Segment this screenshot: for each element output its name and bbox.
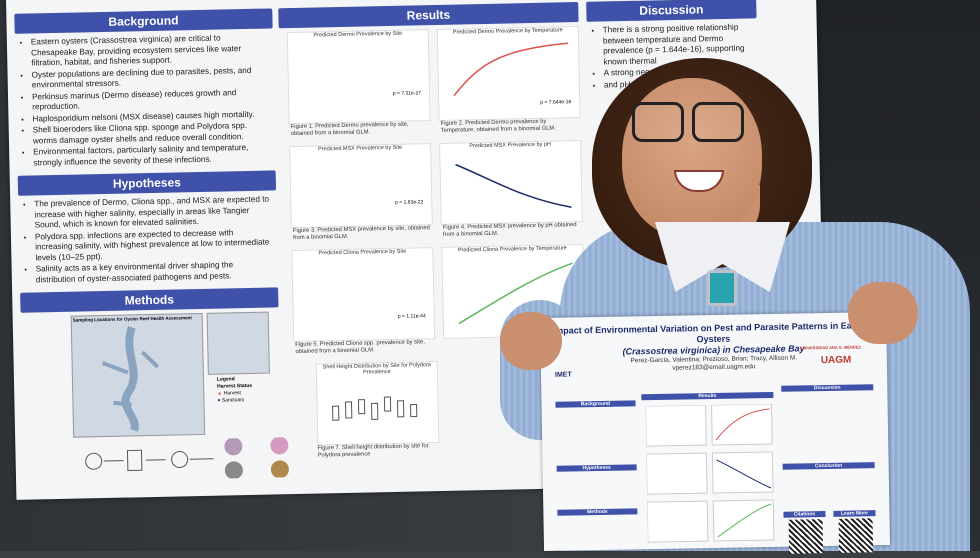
imet-logo: IMET [555, 371, 572, 378]
glasses-left-lens [632, 102, 684, 142]
person-right-hand [848, 282, 918, 344]
figure-1-caption: Figure 1. Predicted Dermo prevalence by … [291, 121, 431, 138]
figure-7-chart: Shell Height Distribution by Site for Po… [316, 361, 440, 446]
glasses-right-lens [692, 102, 744, 142]
background-point: Environmental factors, particularly sali… [33, 143, 269, 169]
person-glasses [632, 102, 748, 142]
figure-3-caption: Figure 3. Predicted MSX prevalence by si… [293, 225, 433, 242]
held-poster-charts [646, 404, 778, 546]
figure-4-curve [440, 147, 581, 220]
hypothesis-point: Polydora spp. infections are expected to… [35, 227, 272, 263]
person-left-hand [500, 312, 562, 370]
background-section: Eastern oysters (Crassostrea virginica) … [15, 28, 276, 173]
held-poster-results-header: Results [641, 392, 773, 400]
hypotheses-section: The prevalence of Dermo, Cliona spp., an… [18, 190, 278, 290]
inset-map [207, 312, 270, 375]
citations-qr-code-icon [789, 519, 824, 554]
figure-5-chart: Predicted Cliona Prevalence by Site p = … [291, 247, 435, 342]
methods-section: Sampling Locations for Oyster Reef Healt… [21, 307, 283, 482]
figure-1-chart: Predicted Dermo Prevalence by Site p = 7… [287, 29, 431, 124]
bay-outline [72, 321, 204, 434]
figure-2-pvalue: p = 7.644e-16 [540, 99, 571, 106]
held-poster: Impact of Environmental Variation on Pes… [540, 312, 890, 551]
held-poster-citations-header: Citations [783, 511, 825, 518]
uagm-logo: UAGM [821, 355, 852, 367]
learn-more-qr-code-icon [839, 518, 874, 553]
figure-2-caption: Figure 2. Predicted Dermo prevalence by … [441, 118, 581, 135]
figure-5-title: Predicted Cliona Prevalence by Site [292, 248, 432, 257]
held-poster-learn-more-header: Learn More [833, 510, 875, 517]
figure-7-caption: Figure 7. Shell height distribution by s… [317, 443, 447, 460]
held-poster-conclusion-header: Conclusion [783, 462, 875, 470]
turquoise-pendant-icon [707, 270, 737, 306]
figure-4-chart: Predicted MSX Prevalence by pH [439, 140, 583, 225]
hypothesis-point: The prevalence of Dermo, Cliona spp., an… [34, 195, 271, 231]
held-poster-background-header: Background [555, 400, 635, 407]
figure-3-pvalue: p = 1.83e-22 [395, 199, 423, 206]
held-poster-discussion-header: Discussion [781, 384, 873, 392]
figure-1-pvalue: p = 7.31e-27 [393, 90, 421, 97]
uagm-logo-caption: UNIVERSIDAD ANA G. MÉNDEZ [801, 344, 861, 350]
figure-4-caption: Figure 4. Predicted MSX prevalence by pH… [443, 222, 583, 239]
figure-2-chart: Predicted Dermo Prevalence by Temperatur… [437, 26, 581, 121]
figure-1-title: Predicted Dermo Prevalence by Site [288, 30, 428, 39]
held-poster-hypotheses-header: Hypotheses [557, 464, 637, 471]
figure-3-title: Predicted MSX Prevalence by Site [290, 144, 430, 153]
legend-sanctuary: ● Sanctuary [217, 397, 252, 405]
sampling-map: Sampling Locations for Oyster Reef Healt… [71, 313, 206, 438]
hypothesis-point: Salinity acts as a key environmental dri… [36, 259, 272, 285]
figure-5-pvalue: p = 1.11e-44 [398, 313, 426, 320]
held-poster-title: Impact of Environmental Variation on Pes… [540, 312, 887, 359]
figure-3-chart: Predicted MSX Prevalence by Site p = 1.8… [289, 143, 433, 228]
held-poster-methods-header: Methods [557, 508, 637, 515]
figure-5-caption: Figure 5. Predicted Cliona spp. prevalen… [295, 339, 435, 356]
figure-7-boxplots [317, 374, 438, 446]
background-point: Eastern oysters (Crassostrea virginica) … [31, 33, 268, 69]
map-legend: Legend Harvest Status ▲ Harvest ● Sanctu… [217, 376, 253, 405]
poster-column-left: Background Eastern oysters (Crassostrea … [14, 8, 282, 482]
